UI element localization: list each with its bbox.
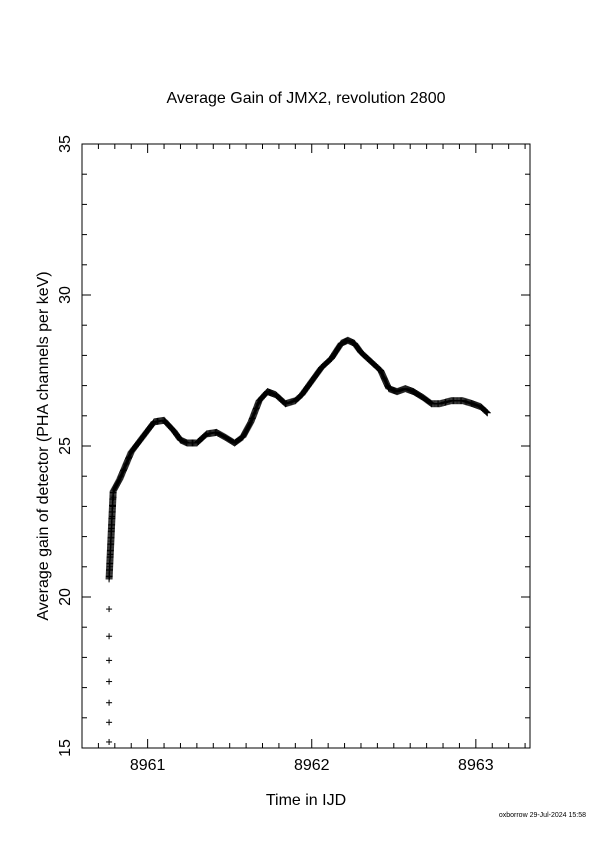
data-point xyxy=(106,657,113,664)
chart-title: Average Gain of JMX2, revolution 2800 xyxy=(167,90,446,107)
data-point xyxy=(483,409,491,417)
data-point xyxy=(106,678,113,685)
data-point xyxy=(376,366,384,374)
data-point xyxy=(482,407,490,415)
y-tick-label: 35 xyxy=(57,135,74,153)
footer-timestamp: oxborrow 29-Jul-2024 15:58 xyxy=(499,812,586,819)
x-tick-label: 8962 xyxy=(294,757,330,774)
x-tick-label: 8963 xyxy=(458,757,494,774)
data-point xyxy=(106,606,113,613)
y-tick-label: 15 xyxy=(57,739,74,757)
data-point xyxy=(106,633,113,640)
x-axis-label: Time in IJD xyxy=(266,792,346,809)
axes-layer: 15 20 25 30 35 8961 8962 8963 xyxy=(57,135,531,774)
y-tick-label: 25 xyxy=(57,437,74,455)
data-marks-layer xyxy=(105,336,491,745)
data-point xyxy=(426,398,434,406)
y-axis-label: Average gain of detector (PHA channels p… xyxy=(35,271,52,620)
data-point xyxy=(106,699,113,706)
data-point xyxy=(483,408,491,416)
data-point xyxy=(106,738,113,745)
data-point xyxy=(149,419,157,427)
data-point xyxy=(106,719,113,726)
x-tick-label: 8961 xyxy=(130,757,166,774)
y-tick-label: 20 xyxy=(57,588,74,606)
y-tick-label: 30 xyxy=(57,286,74,304)
